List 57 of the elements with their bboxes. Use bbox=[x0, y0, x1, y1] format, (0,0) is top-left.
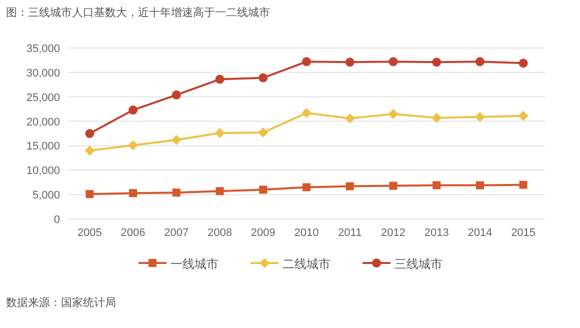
x-tick-label: 2006 bbox=[120, 227, 146, 239]
x-tick-label: 2009 bbox=[250, 227, 276, 239]
point bbox=[216, 187, 224, 196]
point bbox=[302, 183, 310, 192]
x-tick-label: 2011 bbox=[338, 227, 362, 239]
point bbox=[346, 182, 354, 190]
point bbox=[171, 134, 182, 145]
y-tick-label: 35,000 bbox=[26, 43, 60, 55]
point bbox=[476, 181, 484, 190]
y-tick-label: 5,000 bbox=[32, 190, 60, 202]
legend-label: 一线城市 bbox=[170, 257, 218, 271]
point bbox=[129, 189, 138, 198]
y-tick-label: 10,000 bbox=[26, 165, 60, 178]
x-tick-label: 2015 bbox=[511, 227, 536, 239]
point bbox=[302, 57, 311, 66]
x-tick-label: 2010 bbox=[294, 227, 319, 239]
point bbox=[344, 113, 355, 124]
point bbox=[84, 146, 95, 156]
point bbox=[388, 108, 398, 119]
x-tick-label: 2005 bbox=[77, 227, 102, 239]
point bbox=[518, 58, 528, 68]
point bbox=[258, 128, 268, 138]
legend-label: 三线城市 bbox=[394, 257, 442, 271]
point bbox=[518, 110, 528, 121]
y-tick-label: 25,000 bbox=[26, 92, 60, 104]
y-tick-label: 20,000 bbox=[26, 116, 60, 128]
point bbox=[474, 112, 485, 122]
point bbox=[432, 181, 441, 190]
source-note: 数据来源：国家统计局 bbox=[6, 296, 116, 309]
chart-title: 图：三线城市人口基数大，近十年增速高于一二线城市 bbox=[6, 6, 270, 19]
point bbox=[214, 128, 225, 138]
point bbox=[86, 190, 94, 198]
y-tick-label: 0 bbox=[54, 214, 60, 226]
legend-label: 二线城市 bbox=[282, 257, 330, 271]
point bbox=[432, 58, 442, 67]
point bbox=[475, 57, 484, 66]
point bbox=[432, 112, 442, 123]
x-tick-label: 2012 bbox=[380, 227, 406, 239]
point bbox=[128, 140, 138, 150]
y-tick-label: 30,000 bbox=[26, 67, 60, 80]
x-tick-label: 2008 bbox=[208, 227, 232, 239]
point bbox=[172, 90, 181, 100]
point bbox=[172, 188, 180, 197]
point bbox=[519, 180, 528, 189]
point bbox=[388, 57, 398, 66]
point bbox=[345, 58, 354, 67]
point bbox=[389, 182, 398, 190]
point bbox=[259, 186, 268, 194]
point bbox=[302, 108, 312, 118]
x-tick-label: 2007 bbox=[164, 227, 189, 239]
x-tick-label: 2013 bbox=[424, 227, 449, 239]
y-tick-label: 15,000 bbox=[26, 140, 60, 153]
point bbox=[85, 129, 94, 138]
point bbox=[128, 106, 138, 115]
point bbox=[258, 73, 268, 82]
x-tick-label: 2014 bbox=[468, 227, 492, 239]
point bbox=[215, 74, 224, 84]
